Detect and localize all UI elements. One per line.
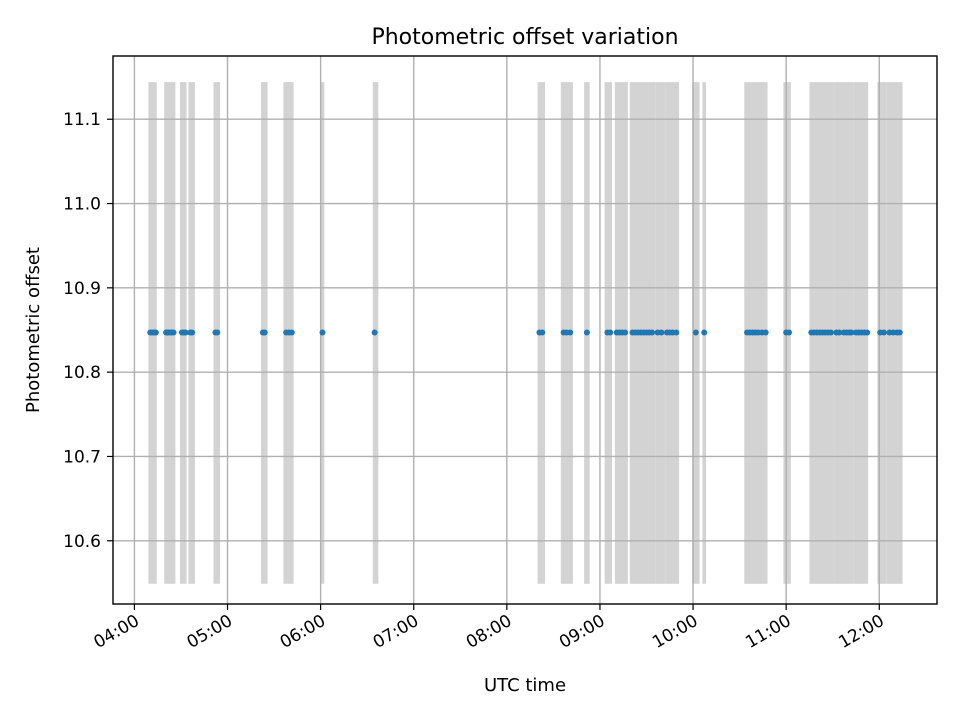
data-point-0-50 bbox=[701, 329, 708, 336]
y-tick-label-3: 10.9 bbox=[63, 279, 101, 299]
data-point-0-15 bbox=[214, 329, 221, 336]
data-point-0-67 bbox=[827, 329, 834, 336]
data-point-0-17 bbox=[261, 329, 268, 336]
grid-lines bbox=[113, 56, 937, 604]
data-point-0-78 bbox=[864, 329, 871, 336]
data-point-0-22 bbox=[371, 329, 378, 336]
data-point-0-42 bbox=[649, 329, 656, 336]
y-axis-label: Photometric offset bbox=[23, 247, 44, 413]
data-point-0-11 bbox=[182, 329, 189, 336]
y-axis-ticks: 10.6 10.7 10.8 10.9 11.0 11.1 bbox=[63, 110, 113, 552]
y-tick-label-4: 11.0 bbox=[63, 195, 101, 215]
plot-frame bbox=[112, 55, 938, 605]
y-tick-label-5: 11.1 bbox=[63, 110, 101, 130]
data-point-0-69 bbox=[836, 329, 843, 336]
x-axis-label: UTC time bbox=[484, 675, 566, 696]
data-point-0-49 bbox=[692, 329, 699, 336]
data-point-0-28 bbox=[583, 329, 590, 336]
y-tick-label-2: 10.8 bbox=[63, 363, 101, 383]
data-point-0-27 bbox=[567, 329, 574, 336]
data-point-0-59 bbox=[785, 329, 792, 336]
chart-title: Photometric offset variation bbox=[371, 25, 678, 50]
data-point-0-21 bbox=[319, 329, 326, 336]
data-points bbox=[147, 329, 903, 336]
data-point-0-34 bbox=[622, 329, 629, 336]
y-tick-label-1: 10.7 bbox=[63, 447, 101, 467]
data-point-0-57 bbox=[762, 329, 769, 336]
data-point-0-13 bbox=[189, 329, 196, 336]
data-point-0-3 bbox=[152, 329, 159, 336]
data-point-0-20 bbox=[288, 329, 295, 336]
data-point-0-80 bbox=[880, 329, 887, 336]
data-point-0-48 bbox=[673, 329, 680, 336]
data-point-0-30 bbox=[607, 329, 614, 336]
data-point-0-44 bbox=[658, 329, 665, 336]
data-point-0-8 bbox=[170, 329, 177, 336]
data-point-0-73 bbox=[848, 329, 855, 336]
y-tick-label-0: 10.6 bbox=[63, 532, 101, 552]
data-point-0-24 bbox=[539, 329, 546, 336]
data-point-0-84 bbox=[896, 329, 903, 336]
